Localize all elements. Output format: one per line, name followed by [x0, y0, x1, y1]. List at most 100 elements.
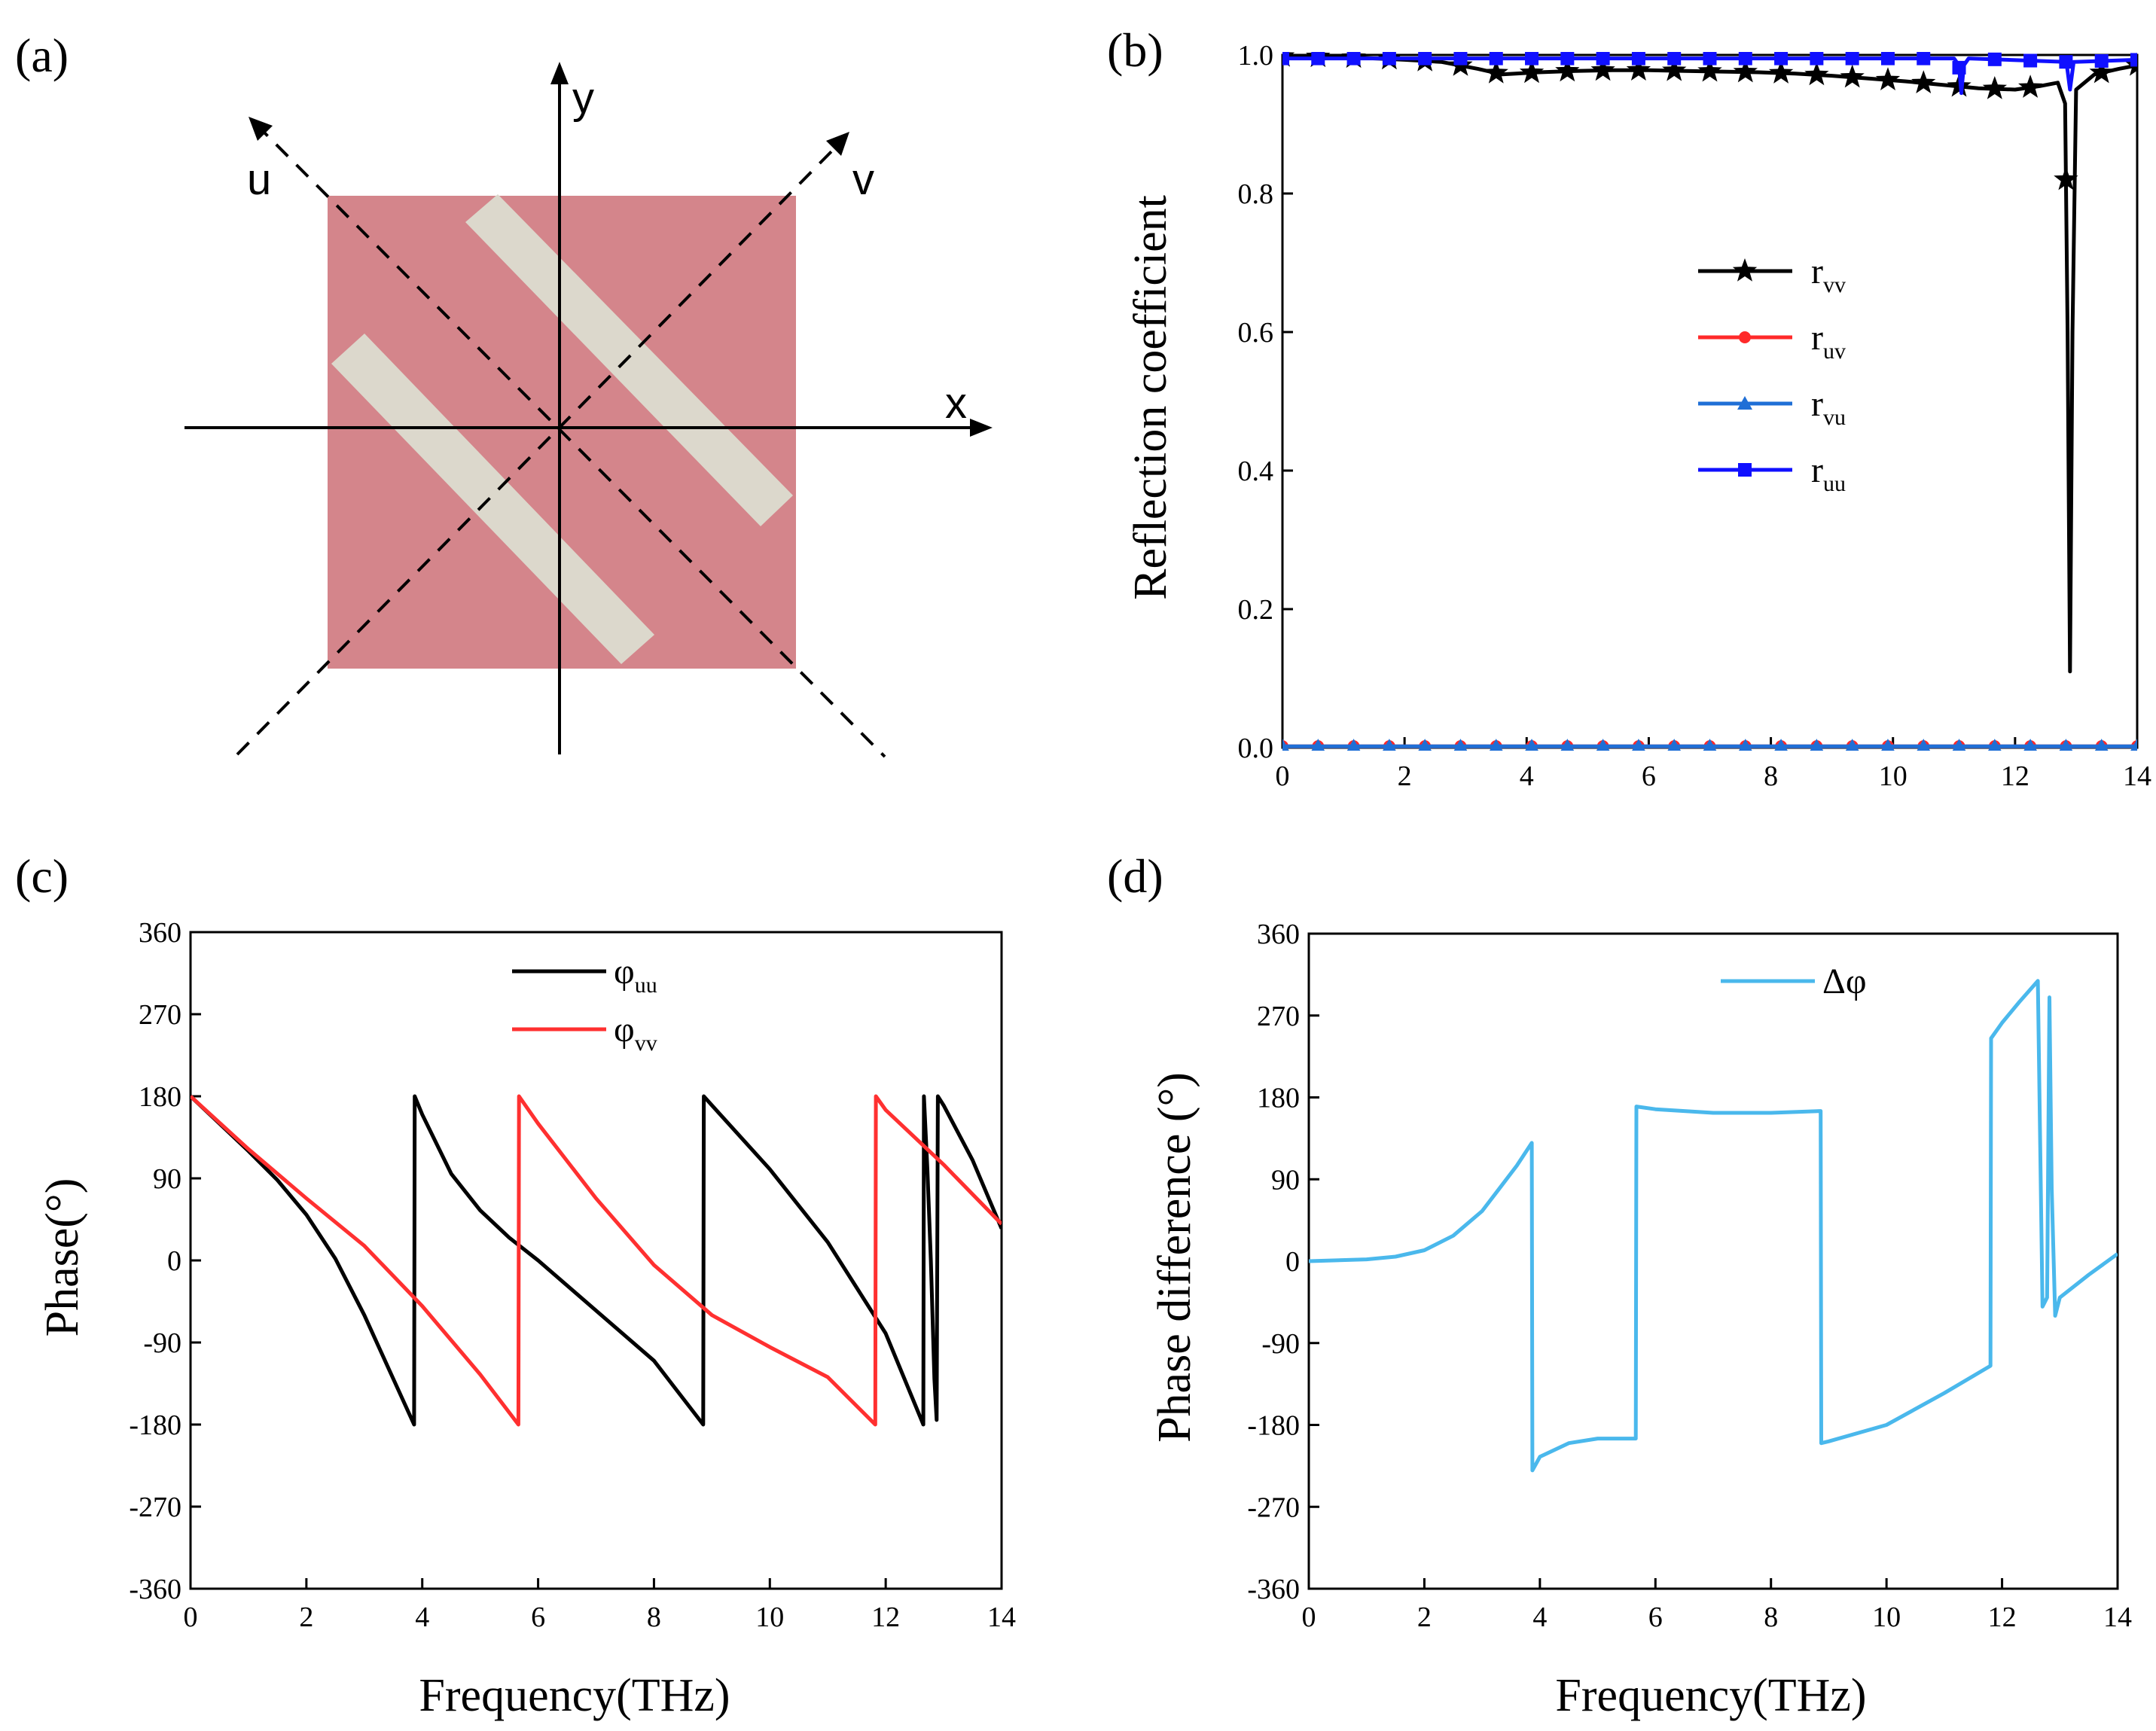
marker-rvu: [2023, 739, 2037, 751]
x-tick-label: 6: [531, 1601, 545, 1633]
x-tick-label: 6: [1648, 1601, 1663, 1633]
x-tick-label: 4: [1532, 1601, 1547, 1633]
legend-name: φ: [614, 1010, 635, 1050]
y-tick-label: 180: [1257, 1083, 1300, 1114]
x-tick-label: 8: [1764, 1601, 1778, 1633]
marker-ruu: [1596, 52, 1610, 66]
y-tick-label: 180: [139, 1081, 181, 1113]
panel-b-label: (b): [1107, 23, 1163, 77]
marker-rvv: [1590, 57, 1615, 81]
chart-c-xlabel: Frequency(THz): [419, 1670, 730, 1721]
x-tick-label: 8: [1764, 760, 1778, 792]
marker-rvu: [1845, 739, 1859, 751]
marker-rvu: [1774, 739, 1788, 751]
marker-ruu: [1774, 52, 1789, 66]
legend-label-ruv: ruv: [1811, 318, 1846, 364]
marker-ruu: [1631, 52, 1645, 66]
marker-rvu: [1311, 739, 1325, 751]
chart-c-ylabel: Phase(°): [37, 1178, 88, 1337]
v-axis-letter: v: [852, 155, 874, 204]
y-tick-label: -180: [1247, 1410, 1300, 1442]
marker-ruu: [1880, 52, 1895, 66]
x-tick-label: 4: [1520, 760, 1534, 792]
legend-name: r: [1811, 251, 1823, 291]
y-axis-letter: y: [572, 74, 594, 123]
legend-label-ruu: ruu: [1811, 450, 1846, 496]
marker-ruu: [1703, 52, 1717, 66]
panel-c-label: (c): [15, 849, 69, 903]
y-tick-label: -360: [129, 1574, 181, 1605]
y-tick-label: -360: [1247, 1574, 1300, 1605]
marker-ruu: [1810, 52, 1824, 66]
x-axis-arrow-icon: [970, 419, 993, 437]
y-tick-label: 270: [139, 999, 181, 1031]
u-axis-arrow-icon: [249, 117, 273, 141]
marker-rvv: [2054, 166, 2078, 190]
legend-subscript: vv: [1823, 273, 1846, 297]
x-tick-label: 12: [871, 1601, 900, 1633]
marker-rvu: [1560, 739, 1575, 751]
series-line-vv: [191, 1094, 1002, 1427]
y-tick-label: -180: [129, 1409, 181, 1441]
marker-ruu: [1738, 52, 1752, 66]
x-tick-label: 14: [987, 1601, 1016, 1633]
y-tick-label: -90: [143, 1327, 181, 1359]
x-tick-label: 6: [1642, 760, 1656, 792]
marker-ruu: [1418, 52, 1432, 66]
u-axis-line: [255, 123, 886, 758]
panel-a-label: (a): [15, 29, 69, 82]
x-tick-label: 2: [299, 1601, 313, 1633]
marker-rvu: [2130, 739, 2137, 751]
y-tick-label: -90: [1261, 1328, 1300, 1360]
y-tick-label: 0: [167, 1245, 181, 1277]
marker-ruu: [1917, 52, 1931, 66]
marker-rvu: [1988, 739, 2002, 751]
marker-rvu: [2094, 739, 2109, 751]
chart-d-legend: Δφ: [1721, 961, 1867, 1001]
y-tick-label: 270: [1257, 1001, 1300, 1032]
legend-marker-ruu: [1738, 463, 1752, 477]
marker-rvu: [1667, 739, 1682, 751]
marker-rvv: [1519, 59, 1545, 84]
legend-marker-rvu: [1737, 396, 1752, 410]
chart-b-data: [1282, 52, 2137, 751]
marker-rvv: [1982, 76, 2007, 99]
marker-ruu: [1987, 52, 2002, 66]
marker-ruu: [1346, 52, 1361, 66]
x-tick-label: 4: [415, 1601, 429, 1633]
unit-strip-lower: [331, 334, 654, 664]
chart-c: (c) Phase(°) Frequency(THz) 0 2 4 6 8 10 12 14 -…: [15, 849, 1016, 1721]
marker-rvv: [2018, 75, 2043, 98]
x-tick-label: 2: [1417, 1601, 1432, 1633]
legend-subscript: uu: [1823, 471, 1846, 496]
panel-a: (a) x y u v: [15, 29, 993, 758]
marker-rvv: [1911, 70, 1936, 93]
marker-rvv: [1768, 60, 1794, 84]
marker-rvv: [1840, 64, 1865, 88]
marker-rvu: [1525, 739, 1538, 751]
y-tick-label: -270: [129, 1492, 181, 1523]
marker-rvv: [1484, 59, 1508, 84]
marker-rvu: [1596, 739, 1610, 751]
u-axis-letter: u: [247, 155, 271, 204]
marker-ruu: [1845, 52, 1859, 66]
marker-rvu: [1453, 739, 1468, 751]
series-line-series: [1309, 979, 2118, 1473]
chart-b: (b) Reflection coefficient 0 2 4 6 8 10 12 14 0.…: [1107, 23, 2151, 792]
legend-name: Δφ: [1822, 961, 1867, 1001]
series-line-rvv: [1282, 54, 2137, 674]
x-tick-label: 12: [1988, 1601, 2017, 1633]
chart-d-xlabel: Frequency(THz): [1555, 1670, 1866, 1721]
unit-strip-upper: [465, 194, 793, 526]
marker-rvv: [1804, 62, 1829, 86]
marker-rvv: [1662, 57, 1687, 81]
legend-subscript: uu: [635, 973, 657, 998]
marker-ruu: [1453, 52, 1468, 66]
chart-b-frame: [1281, 53, 2139, 749]
marker-rvu: [1881, 739, 1895, 751]
x-tick-label: 10: [755, 1601, 784, 1633]
marker-ruu: [2059, 55, 2073, 69]
y-tick-label: 360: [1257, 919, 1300, 950]
marker-ruu: [1560, 52, 1575, 66]
